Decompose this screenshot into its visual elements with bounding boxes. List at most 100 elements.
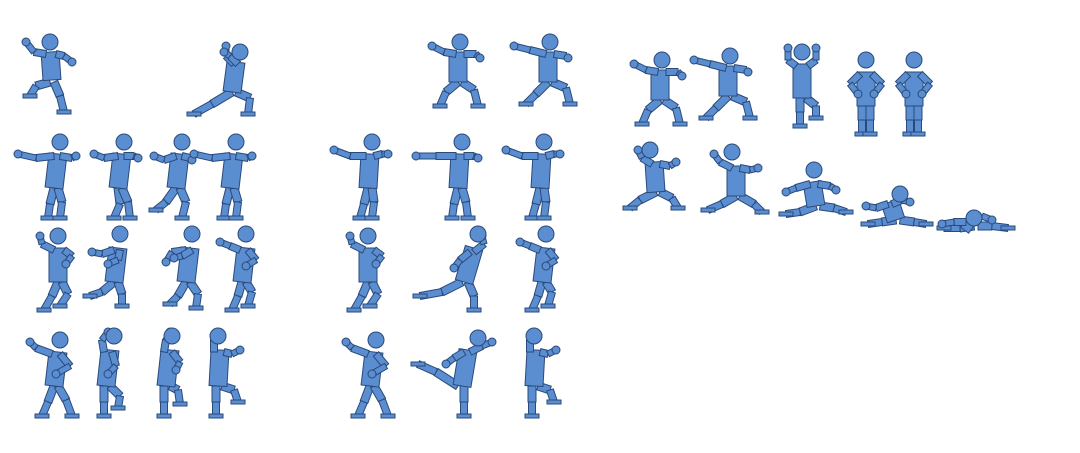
upper-arm	[738, 163, 752, 175]
foot	[34, 413, 50, 419]
foot	[918, 221, 934, 227]
head	[469, 225, 487, 243]
thigh	[49, 79, 65, 99]
foot	[174, 215, 190, 221]
head	[183, 225, 201, 243]
foot	[470, 103, 486, 109]
fist	[555, 149, 565, 159]
foot	[546, 399, 562, 405]
foot	[122, 215, 138, 221]
torso	[358, 152, 380, 190]
fighter-raise-arms-frame-1	[783, 43, 824, 129]
head	[359, 227, 377, 245]
head	[857, 51, 875, 69]
fist	[475, 53, 485, 63]
head	[451, 33, 469, 51]
upper-arm	[528, 45, 548, 59]
fighter-kick-wind-frame-3	[515, 225, 560, 313]
foot	[350, 413, 366, 419]
fighter-block-walk-frame-4	[208, 327, 246, 419]
foot	[910, 131, 926, 137]
foot	[110, 405, 126, 411]
foot	[52, 215, 68, 221]
foot	[432, 103, 448, 109]
upper-arm	[102, 151, 120, 163]
foot	[518, 101, 534, 107]
head	[111, 225, 129, 243]
foot	[524, 307, 540, 313]
foot	[672, 121, 688, 127]
head	[965, 209, 983, 227]
foot	[96, 413, 112, 419]
fighter-hips-frame-1	[846, 51, 886, 137]
torso	[448, 51, 468, 83]
upper-arm	[372, 149, 384, 161]
fist	[21, 37, 31, 47]
head	[653, 51, 671, 69]
fist	[329, 145, 339, 155]
fist	[71, 151, 81, 161]
fist	[427, 41, 437, 51]
thigh	[913, 105, 923, 121]
fist	[161, 257, 171, 267]
torso	[538, 51, 558, 83]
foot	[698, 115, 714, 121]
torso	[220, 152, 244, 190]
fist	[753, 163, 763, 173]
fist	[473, 153, 483, 163]
foot	[162, 301, 178, 307]
torso	[726, 165, 746, 197]
fist	[371, 259, 381, 269]
upper-arm	[349, 152, 367, 160]
foot	[412, 293, 428, 299]
fighter-block-walk-frame-1	[25, 331, 80, 419]
fist	[861, 201, 871, 211]
upper-arm	[234, 151, 250, 163]
foot	[778, 211, 794, 217]
fist	[61, 259, 71, 269]
head	[51, 133, 69, 151]
foot	[52, 303, 68, 309]
foot	[524, 413, 540, 419]
fist	[987, 215, 997, 225]
fighter-lunge-frame-1	[186, 41, 256, 118]
foot	[380, 413, 396, 419]
torso	[108, 152, 132, 190]
torso	[792, 63, 812, 99]
foot	[106, 215, 122, 221]
thigh	[99, 385, 109, 403]
fist	[781, 187, 791, 197]
fist	[13, 149, 23, 159]
head	[41, 33, 59, 51]
foot	[188, 305, 204, 311]
fist	[51, 369, 61, 379]
foot	[22, 93, 38, 99]
fighter-knockdown-frame-2	[700, 143, 770, 216]
fist	[215, 237, 225, 247]
fighter-knockdown-frame-1	[622, 141, 686, 212]
head	[525, 327, 543, 345]
upper-arm	[35, 151, 55, 163]
fist	[905, 197, 915, 207]
foot	[64, 413, 80, 419]
head	[49, 227, 67, 245]
thigh	[905, 105, 915, 121]
torso	[40, 50, 62, 82]
fist	[501, 145, 511, 155]
head	[453, 133, 471, 151]
fist	[341, 337, 351, 347]
fighter-block-walk-frame-2	[96, 327, 126, 419]
fist	[67, 57, 77, 67]
foot	[622, 205, 638, 211]
foot	[364, 215, 380, 221]
head	[721, 47, 739, 65]
fist	[515, 237, 525, 247]
fighter-high-kick-frame-2	[410, 329, 497, 419]
fist	[709, 149, 719, 159]
fist	[25, 337, 35, 347]
thigh	[53, 186, 67, 204]
foot	[700, 207, 716, 213]
thigh	[795, 97, 805, 113]
fist	[541, 261, 551, 271]
